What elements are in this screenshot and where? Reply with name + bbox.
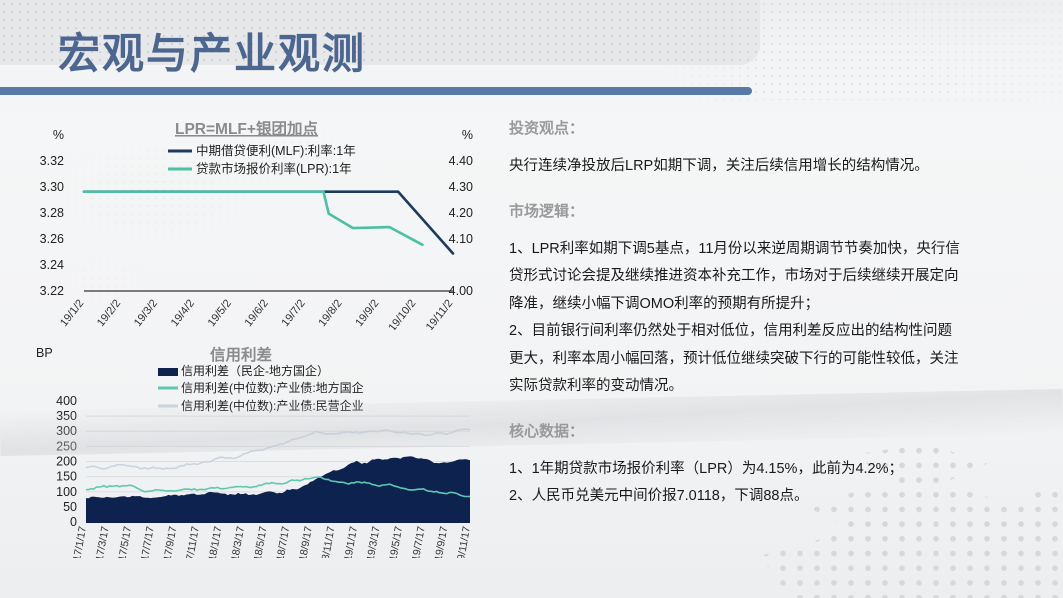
svg-text:18/11/17: 18/11/17 (319, 525, 338, 558)
svg-text:200: 200 (56, 455, 77, 469)
svg-text:19/5/2: 19/5/2 (206, 297, 234, 328)
svg-text:LPR=MLF+银团加点: LPR=MLF+银团加点 (175, 119, 318, 138)
svg-text:3.24: 3.24 (40, 258, 64, 272)
svg-text:信用利差（民企-地方国企）: 信用利差（民企-地方国企） (181, 363, 329, 378)
svg-text:19/4/2: 19/4/2 (169, 297, 197, 328)
svg-text:%: % (53, 128, 64, 142)
svg-text:信用利差(中位数):产业债:地方国企: 信用利差(中位数):产业债:地方国企 (181, 380, 364, 395)
svg-text:4.20: 4.20 (449, 206, 473, 220)
svg-text:18/5/17: 18/5/17 (252, 525, 270, 558)
svg-text:19/11/2: 19/11/2 (424, 297, 456, 330)
svg-text:17/11/17: 17/11/17 (183, 525, 202, 558)
svg-text:400: 400 (56, 394, 77, 408)
svg-text:3.30: 3.30 (40, 180, 64, 194)
svg-text:17/3/17: 17/3/17 (94, 525, 112, 558)
svg-text:19/9/2: 19/9/2 (353, 297, 381, 328)
svg-text:3.28: 3.28 (40, 206, 64, 220)
svg-text:18/7/17: 18/7/17 (274, 525, 292, 558)
svg-text:4.30: 4.30 (449, 180, 473, 194)
svg-text:50: 50 (63, 500, 77, 514)
svg-text:19/7/17: 19/7/17 (410, 525, 428, 558)
svg-text:19/8/2: 19/8/2 (316, 297, 344, 328)
svg-text:中期借贷便利(MLF):利率:1年: 中期借贷便利(MLF):利率:1年 (196, 143, 356, 158)
svg-text:17/1/17: 17/1/17 (71, 525, 89, 558)
svg-text:3.32: 3.32 (40, 154, 64, 168)
svg-text:3.26: 3.26 (40, 232, 64, 246)
svg-text:4.00: 4.00 (449, 284, 473, 298)
svg-text:19/3/17: 19/3/17 (365, 525, 383, 558)
svg-text:100: 100 (56, 485, 77, 499)
svg-text:19/5/17: 19/5/17 (387, 525, 405, 558)
svg-text:17/9/17: 17/9/17 (161, 525, 179, 558)
svg-text:4.10: 4.10 (449, 232, 473, 246)
svg-text:19/3/2: 19/3/2 (132, 297, 160, 328)
svg-text:信用利差: 信用利差 (210, 345, 272, 364)
svg-text:19/10/2: 19/10/2 (386, 297, 418, 330)
svg-text:4.40: 4.40 (449, 154, 473, 168)
svg-text:17/5/17: 17/5/17 (116, 525, 134, 558)
svg-text:150: 150 (56, 470, 77, 484)
svg-text:19/11/17: 19/11/17 (454, 525, 473, 558)
svg-text:%: % (462, 128, 473, 142)
svg-text:19/9/17: 19/9/17 (432, 525, 450, 558)
svg-text:贷款市场报价利率(LPR):1年: 贷款市场报价利率(LPR):1年 (196, 161, 352, 176)
svg-text:18/3/17: 18/3/17 (229, 525, 247, 558)
svg-text:3.22: 3.22 (40, 284, 64, 298)
svg-text:18/9/17: 18/9/17 (297, 525, 315, 558)
svg-text:19/1/17: 19/1/17 (342, 525, 360, 558)
svg-text:19/7/2: 19/7/2 (279, 297, 307, 328)
svg-text:17/7/17: 17/7/17 (139, 525, 157, 558)
svg-text:BP: BP (36, 346, 53, 360)
svg-text:18/1/17: 18/1/17 (207, 525, 225, 558)
svg-text:19/2/2: 19/2/2 (95, 297, 123, 328)
svg-text:19/6/2: 19/6/2 (243, 297, 271, 328)
svg-text:19/1/2: 19/1/2 (58, 297, 86, 328)
